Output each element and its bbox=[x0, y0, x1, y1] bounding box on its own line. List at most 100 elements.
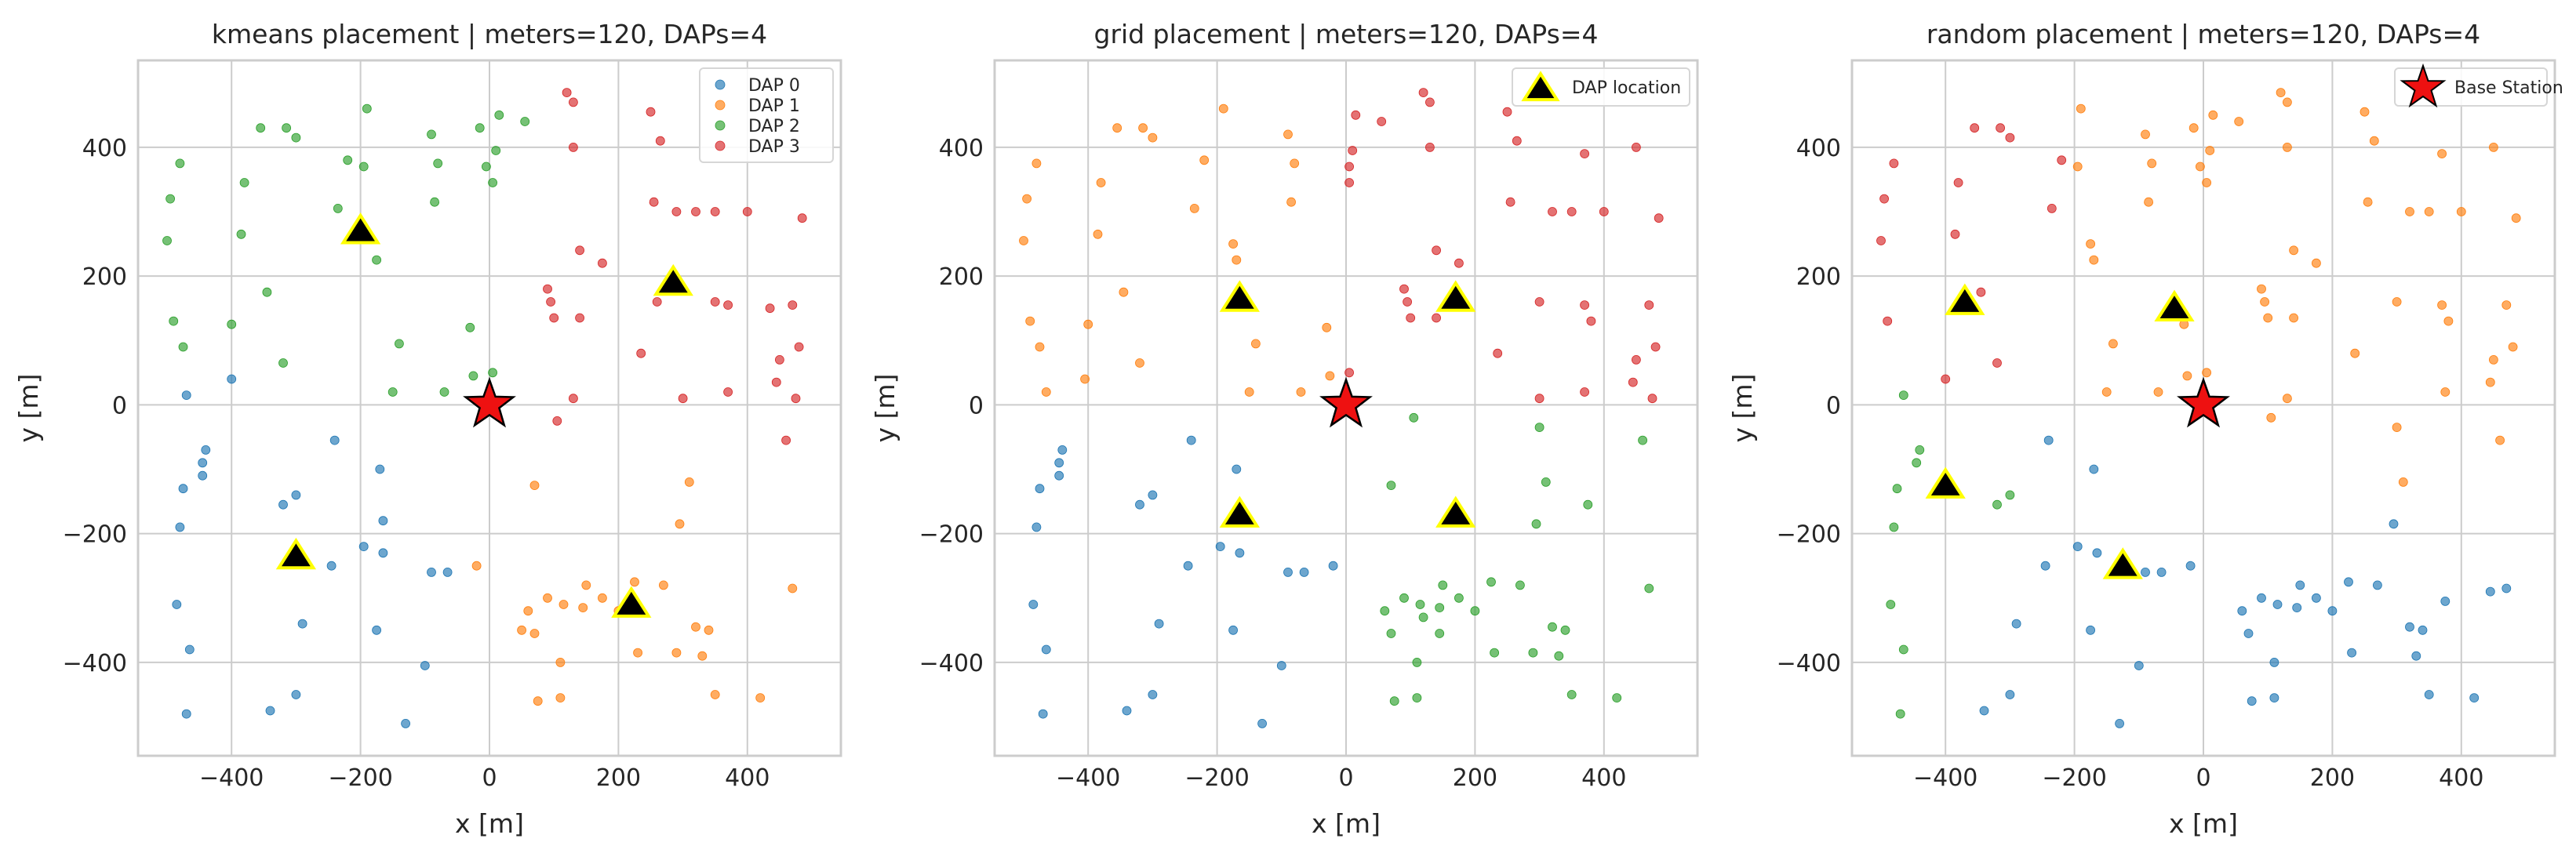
data-point bbox=[578, 603, 588, 612]
data-point bbox=[1096, 178, 1106, 187]
data-point bbox=[256, 123, 266, 133]
data-point bbox=[1057, 445, 1068, 455]
data-point bbox=[710, 207, 720, 216]
data-point bbox=[1548, 622, 1557, 632]
data-point bbox=[1628, 377, 1638, 387]
data-point bbox=[1215, 542, 1225, 551]
data-point bbox=[678, 394, 688, 404]
data-point bbox=[2295, 580, 2305, 590]
data-point bbox=[2488, 354, 2498, 365]
data-point bbox=[2289, 245, 2299, 256]
data-point bbox=[1554, 651, 1564, 661]
data-point bbox=[1328, 561, 1338, 571]
data-point bbox=[1283, 568, 1293, 577]
data-point bbox=[2005, 490, 2015, 500]
data-point bbox=[1232, 464, 1242, 474]
data-point bbox=[742, 207, 752, 216]
data-point bbox=[1189, 203, 1199, 213]
data-point bbox=[291, 132, 301, 143]
data-point bbox=[201, 445, 211, 455]
data-point bbox=[797, 213, 807, 223]
data-point bbox=[1377, 117, 1387, 126]
data-point bbox=[2272, 600, 2283, 609]
data-point bbox=[1122, 706, 1132, 716]
data-point bbox=[1218, 103, 1228, 114]
y-axis-label: y [m] bbox=[1727, 374, 1758, 443]
legend-label: DAP 2 bbox=[748, 117, 800, 136]
data-point bbox=[1631, 142, 1641, 152]
data-point bbox=[1251, 339, 1261, 349]
x-tick-label: 0 bbox=[1338, 764, 1353, 792]
data-point bbox=[2405, 622, 2414, 632]
x-tick-label: −200 bbox=[2042, 764, 2106, 792]
data-point bbox=[1418, 612, 1428, 623]
data-point bbox=[184, 644, 195, 655]
data-point bbox=[794, 342, 804, 352]
data-point bbox=[1502, 107, 1512, 117]
data-point bbox=[649, 197, 659, 207]
data-point bbox=[755, 693, 766, 702]
data-point bbox=[378, 516, 388, 526]
data-point bbox=[765, 303, 775, 314]
y-tick-label: 200 bbox=[1796, 263, 1841, 291]
data-point bbox=[2292, 603, 2302, 612]
series-2 bbox=[1344, 88, 1664, 404]
data-point bbox=[558, 600, 569, 609]
data-point bbox=[1025, 316, 1035, 326]
data-point bbox=[262, 287, 272, 297]
data-point bbox=[1638, 435, 1648, 445]
data-point bbox=[2276, 88, 2286, 97]
dap-location-marker bbox=[1219, 495, 1261, 528]
data-point bbox=[2363, 197, 2373, 207]
data-point bbox=[788, 583, 798, 593]
data-point bbox=[166, 194, 176, 204]
y-tick-label: 0 bbox=[1826, 392, 1841, 419]
data-point bbox=[2057, 155, 2067, 165]
data-point bbox=[2392, 297, 2402, 307]
data-point bbox=[2257, 284, 2266, 294]
dap-location-marker bbox=[1219, 280, 1261, 312]
data-point bbox=[378, 548, 388, 558]
data-point bbox=[671, 648, 682, 658]
data-point bbox=[2495, 435, 2505, 445]
data-point bbox=[175, 522, 185, 532]
plot-frame bbox=[136, 59, 842, 757]
data-point bbox=[1650, 342, 1661, 352]
data-point bbox=[2260, 297, 2270, 307]
data-point bbox=[2269, 658, 2279, 667]
data-point bbox=[1344, 178, 1354, 187]
data-point bbox=[239, 178, 249, 187]
data-point bbox=[2144, 197, 2154, 207]
data-point bbox=[2089, 464, 2099, 474]
data-point bbox=[2269, 693, 2279, 702]
data-point bbox=[2153, 387, 2163, 397]
data-point bbox=[401, 719, 410, 728]
data-point bbox=[1296, 387, 1306, 397]
data-point bbox=[1299, 568, 1309, 577]
data-point bbox=[2488, 142, 2498, 152]
data-point bbox=[2076, 103, 2086, 114]
dap-location-marker bbox=[1945, 283, 1985, 315]
data-point bbox=[2511, 213, 2521, 223]
data-point bbox=[326, 561, 337, 571]
data-point bbox=[1454, 258, 1464, 268]
data-point bbox=[2208, 110, 2218, 120]
data-point bbox=[1235, 548, 1245, 558]
data-point bbox=[1228, 625, 1238, 635]
data-point bbox=[675, 519, 685, 529]
y-tick-label: 400 bbox=[82, 135, 127, 162]
data-point bbox=[1035, 484, 1045, 494]
data-point bbox=[1322, 322, 1332, 332]
data-point bbox=[1138, 123, 1148, 133]
data-point bbox=[1654, 213, 1664, 223]
data-point bbox=[1186, 435, 1196, 445]
data-point bbox=[2289, 313, 2299, 323]
data-point bbox=[2440, 597, 2450, 606]
data-point bbox=[1135, 358, 1144, 368]
data-point bbox=[1418, 88, 1428, 97]
data-point bbox=[2282, 97, 2292, 107]
data-point bbox=[723, 300, 733, 310]
data-point bbox=[1886, 600, 1896, 609]
x-tick-label: 400 bbox=[725, 764, 770, 792]
